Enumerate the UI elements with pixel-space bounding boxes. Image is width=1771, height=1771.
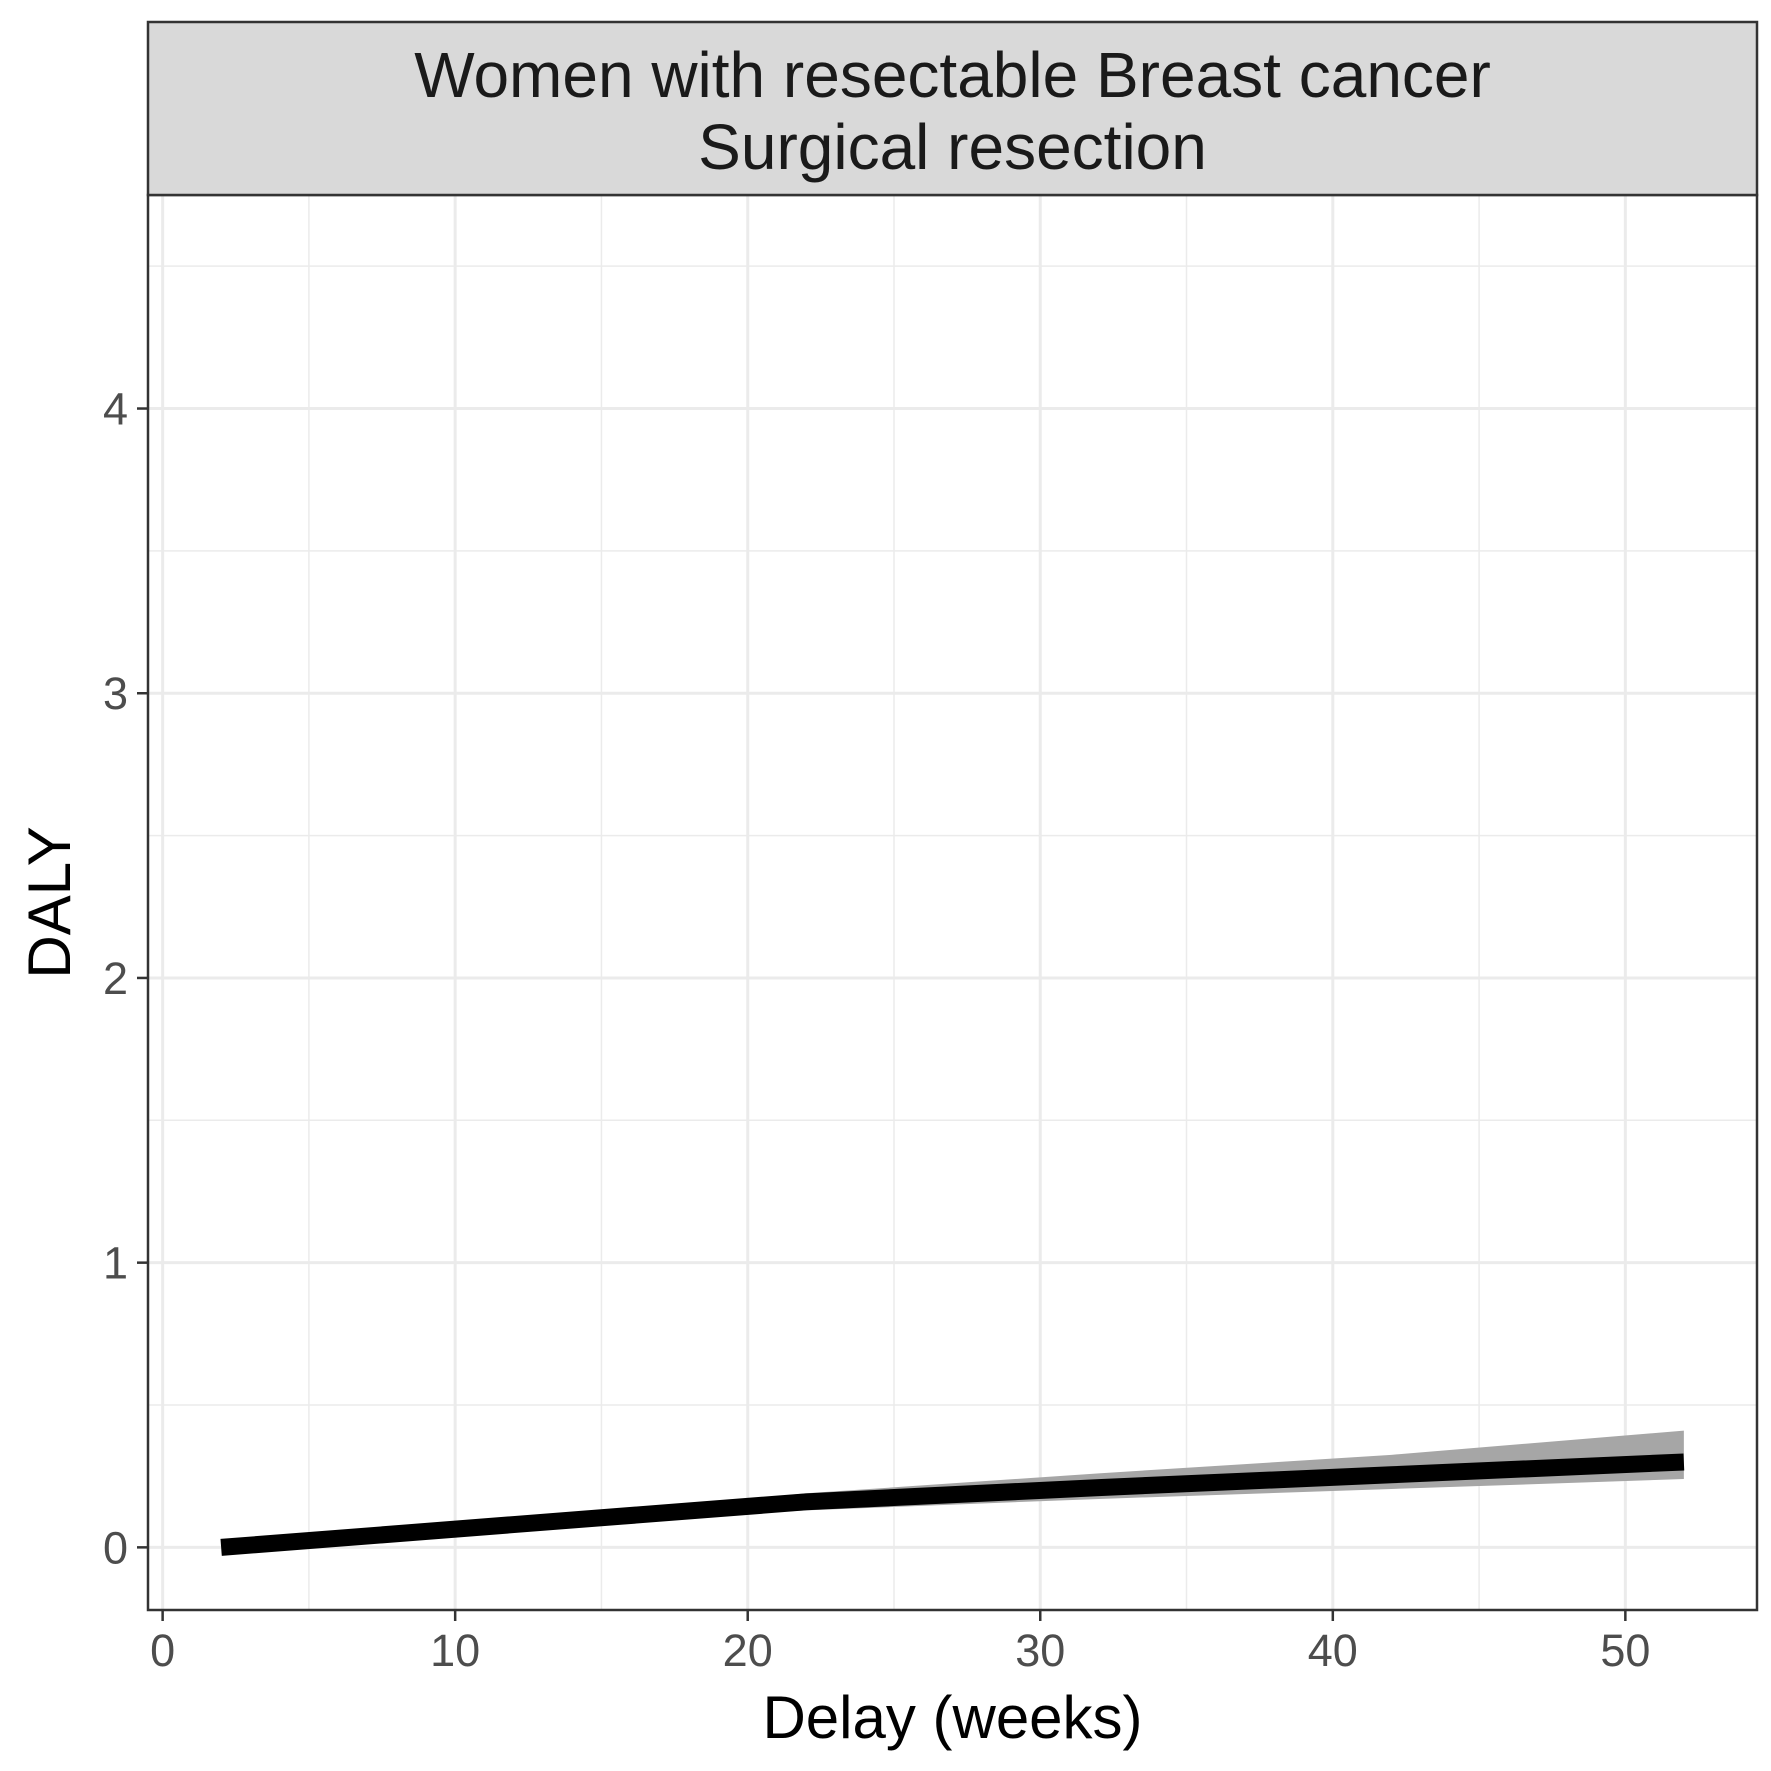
y-tick-label: 4	[103, 384, 128, 435]
x-tick-label: 30	[1015, 1625, 1065, 1676]
y-tick-label: 3	[103, 668, 128, 719]
series-line	[220, 1453, 1685, 1556]
strip-title-line: Surgical resection	[698, 111, 1207, 183]
y-tick-label: 1	[103, 1238, 128, 1289]
x-axis-title: Delay (weeks)	[762, 1684, 1142, 1751]
y-axis-title: DALY	[16, 826, 83, 978]
facet-strip	[146, 20, 1759, 197]
y-tick-label: 2	[103, 953, 128, 1004]
x-tick-label: 0	[150, 1625, 175, 1676]
x-tick-label: 50	[1600, 1625, 1650, 1676]
plot-panel	[148, 195, 1757, 1610]
x-tick-label: 40	[1308, 1625, 1358, 1676]
x-tick-label: 20	[723, 1625, 773, 1676]
x-tick-label: 10	[430, 1625, 480, 1676]
strip-title-line: Women with resectable Breast cancer	[414, 39, 1491, 111]
y-tick-label: 0	[103, 1522, 128, 1573]
